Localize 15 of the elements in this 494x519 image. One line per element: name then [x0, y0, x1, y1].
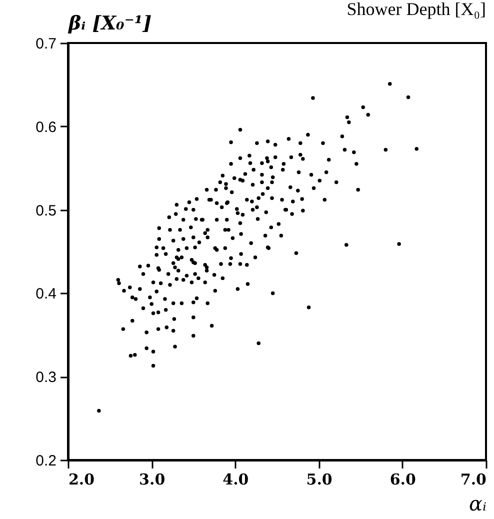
y-axis-title: βᵢ [X₀⁻¹] [68, 12, 152, 34]
y-tick-label: 0.2 [36, 452, 56, 470]
y-tick-label: 0.6 [36, 118, 56, 136]
x-axis-title: αᵢ [468, 492, 486, 516]
x-tick-label: 4.0 [222, 470, 249, 488]
x-tick-label: 7.0 [460, 470, 486, 488]
text: Shower Depth [X₀] [346, 0, 486, 19]
y-tick-label: 0.3 [36, 369, 56, 386]
y-tick-label: 0.7 [36, 36, 56, 52]
x-tick-label: 2.0 [68, 470, 95, 488]
x-tick-label: 5.0 [306, 470, 332, 488]
y-tick-label: 0.4 [36, 286, 56, 303]
x-tick-label: 3.0 [139, 470, 166, 488]
x-tick-label: 6.0 [390, 470, 416, 488]
y-tick-label: 0.5 [36, 202, 56, 220]
